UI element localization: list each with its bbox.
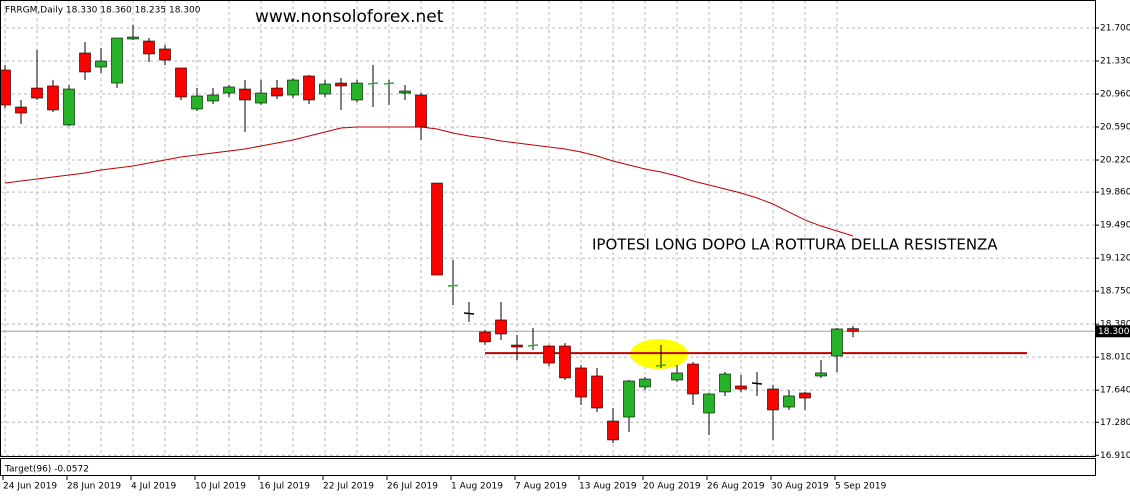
candle-body [719, 373, 731, 393]
x-tick-label: 1 Aug 2019 [451, 482, 503, 492]
candle-body [175, 67, 187, 98]
candle-body [111, 37, 123, 84]
candle-body [463, 312, 475, 315]
x-tick-label: 28 Jun 2019 [67, 482, 121, 492]
x-tick-label: 7 Aug 2019 [515, 482, 567, 492]
main-panel-frame [0, 0, 1096, 457]
candle-body [143, 40, 155, 55]
candle-body [511, 344, 523, 348]
y-tick-label: 18.750 [1100, 287, 1130, 297]
y-tick-label: 19.860 [1100, 188, 1130, 198]
candle-body [639, 378, 651, 388]
watermark: www.nonsoloforex.net [255, 7, 444, 27]
y-tick-label: 20.960 [1100, 90, 1130, 100]
candle-body [831, 328, 843, 357]
candle-body [127, 36, 139, 40]
x-tick-label: 26 Jul 2019 [387, 482, 438, 492]
candle-body [15, 106, 27, 114]
candle-body [335, 82, 347, 87]
x-tick-label: 5 Sep 2019 [835, 482, 887, 492]
y-tick-label: 20.590 [1100, 123, 1130, 133]
candle-body [607, 420, 619, 441]
moving-average-line [4, 126, 854, 237]
x-tick-label: 10 Jul 2019 [195, 482, 246, 492]
indicator-panel-frame [0, 458, 1096, 476]
candle-body [383, 82, 395, 85]
candle-body [159, 48, 171, 61]
candle-body [559, 345, 571, 379]
mark-layer [0, 24, 1095, 443]
y-tick-label: 17.280 [1100, 418, 1130, 428]
y-tick-label: 19.120 [1100, 254, 1130, 264]
y-tick-label: 16.910 [1100, 451, 1130, 461]
x-tick-label: 4 Jul 2019 [131, 482, 176, 492]
x-tick-label: 20 Aug 2019 [643, 482, 701, 492]
candle-body [703, 393, 715, 414]
last-price-label: 18.300 [1098, 327, 1130, 337]
candle-body [591, 375, 603, 409]
candle-body [671, 372, 683, 381]
candle-body [303, 75, 315, 101]
candle-body [319, 83, 331, 95]
y-tick-label: 21.700 [1100, 24, 1130, 34]
y-tick-label: 21.330 [1100, 57, 1130, 67]
axis-layer: 21.700 21.330 20.960 20.590 20.220 19.860 19.4… [2, 24, 1130, 492]
candle-body [95, 60, 107, 68]
candle-body [207, 94, 219, 102]
candle-body [415, 94, 427, 128]
indicator-label: Target(96) -0.0572 [4, 465, 89, 475]
y-tick-label: 18.380 [1100, 320, 1130, 330]
candle-body [399, 90, 411, 94]
candle-body [351, 82, 363, 101]
candle-body [527, 344, 539, 347]
candle-body [63, 88, 75, 126]
chart-title: FRRGM,Daily 18.330 18.360 18.235 18.300 [5, 6, 201, 16]
candle-body [431, 182, 443, 276]
candle-body [223, 86, 235, 94]
candle-body [79, 52, 91, 73]
candle-body [799, 392, 811, 399]
y-tick-label: 17.640 [1100, 386, 1130, 396]
x-tick-label: 24 Jun 2019 [3, 482, 57, 492]
y-tick-label: 19.490 [1100, 221, 1130, 231]
candle-body [687, 363, 699, 395]
candle-body [47, 85, 59, 111]
candle-body [31, 87, 43, 99]
candle-body [847, 328, 859, 332]
candle-body [191, 95, 203, 110]
candle-body [751, 382, 763, 385]
candle-body [655, 364, 667, 367]
candle-body [239, 88, 251, 101]
candle-body [447, 284, 459, 287]
candle-body [367, 82, 379, 85]
candle-body [575, 367, 587, 398]
annotation: IPOTESI LONG DOPO LA ROTTURA DELLA RESIS… [592, 236, 998, 254]
x-tick-label: 30 Aug 2019 [771, 482, 829, 492]
candle-body [543, 345, 555, 364]
candle-body [767, 388, 779, 411]
candle-body [479, 331, 491, 343]
x-tick-label: 26 Aug 2019 [707, 482, 765, 492]
candle-body [287, 79, 299, 96]
y-tick-label: 20.220 [1100, 156, 1130, 166]
x-tick-label: 13 Aug 2019 [579, 482, 637, 492]
x-tick-label: 22 Jul 2019 [323, 482, 374, 492]
y-tick-label: 18.010 [1100, 353, 1130, 363]
candle-body [271, 87, 283, 97]
candle-body [255, 92, 267, 104]
x-tick-label: 16 Jul 2019 [259, 482, 310, 492]
candle-body [495, 319, 507, 335]
candle-body [623, 380, 635, 418]
candle-body [783, 395, 795, 408]
candle-body [0, 69, 11, 106]
candle-body [815, 372, 827, 377]
candle-body [735, 385, 747, 390]
last-price-box [1096, 325, 1130, 338]
